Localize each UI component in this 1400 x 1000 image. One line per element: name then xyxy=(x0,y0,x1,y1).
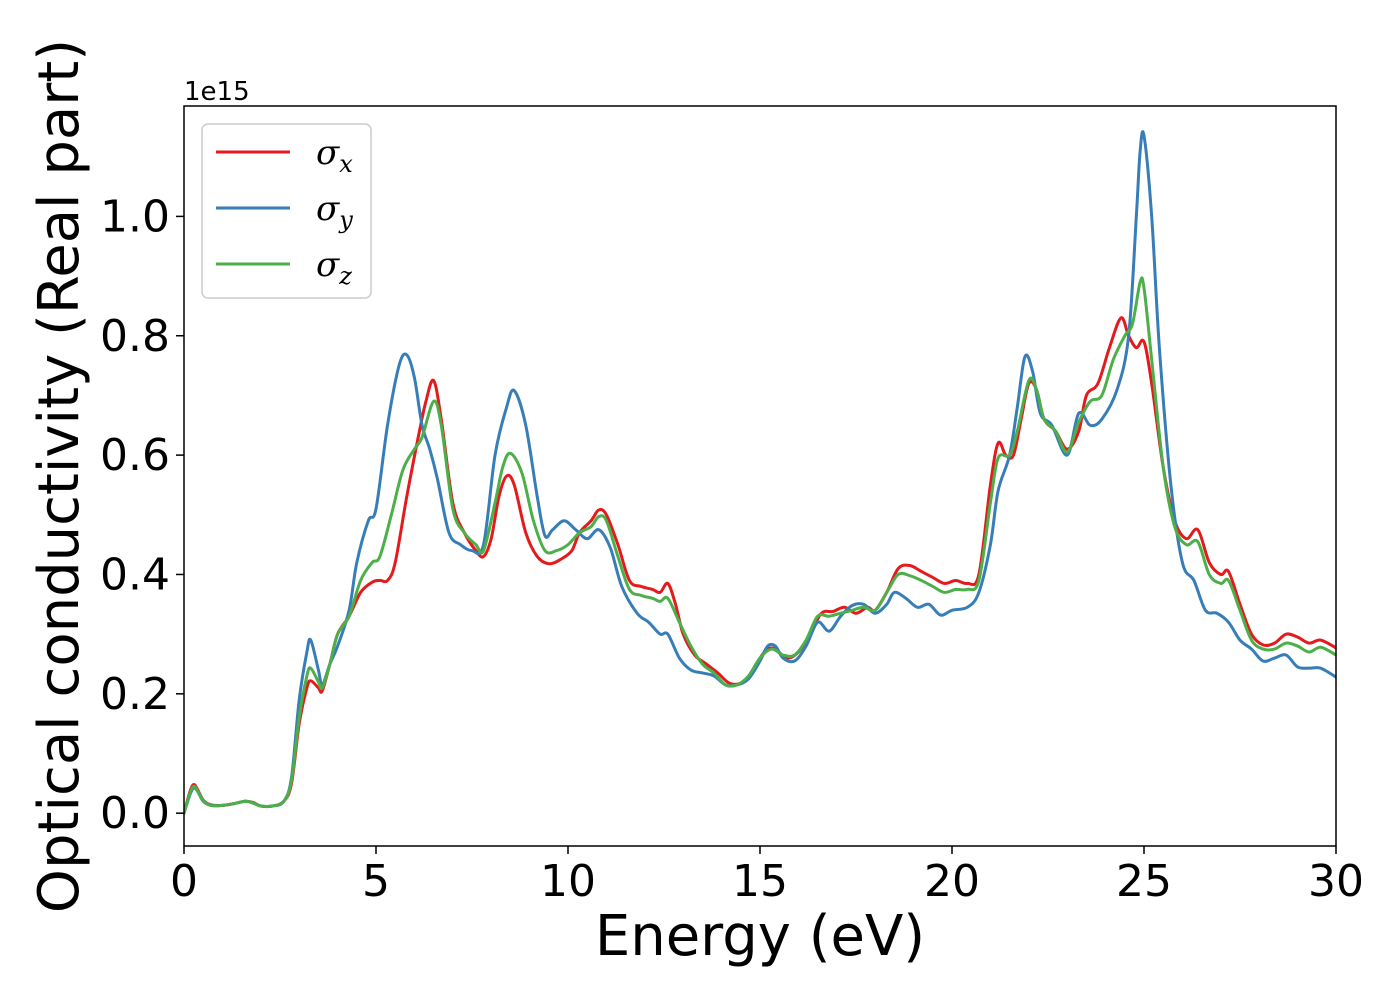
legend: σx σy σz xyxy=(201,123,372,299)
x-tick-label: 15 xyxy=(732,856,788,907)
y-axis-ticks: 0.0 0.2 0.4 0.6 0.8 1.0 xyxy=(100,191,184,839)
legend-frame xyxy=(201,123,372,299)
legend-label-sigma-z: σz xyxy=(316,245,352,290)
x-tick-label: 25 xyxy=(1116,856,1172,907)
y-tick-label: 0.2 xyxy=(100,669,170,720)
y-axis-label: Optical conductivity (Real part) xyxy=(27,39,92,913)
y-tick-label: 0.4 xyxy=(100,549,170,600)
legend-label-sigma-y: σy xyxy=(316,189,353,234)
series-layer xyxy=(184,130,1336,815)
x-tick-label: 20 xyxy=(924,856,980,907)
x-axis-ticks: 0 5 10 15 20 25 30 xyxy=(170,846,1364,907)
y-tick-label: 1.0 xyxy=(100,191,170,242)
series-line-sigma-z xyxy=(184,276,1336,815)
legend-label-sigma-x: σx xyxy=(316,133,353,178)
x-axis-label: Energy (eV) xyxy=(595,904,925,969)
x-tick-label: 0 xyxy=(170,856,198,907)
x-tick-label: 30 xyxy=(1308,856,1364,907)
y-tick-label: 0.6 xyxy=(100,430,170,481)
x-tick-label: 5 xyxy=(362,856,390,907)
y-tick-label: 0.0 xyxy=(100,788,170,839)
y-tick-label: 0.8 xyxy=(100,311,170,362)
x-tick-label: 10 xyxy=(540,856,596,907)
y-offset-label: 1e15 xyxy=(184,77,250,107)
plot-area xyxy=(183,105,1337,847)
